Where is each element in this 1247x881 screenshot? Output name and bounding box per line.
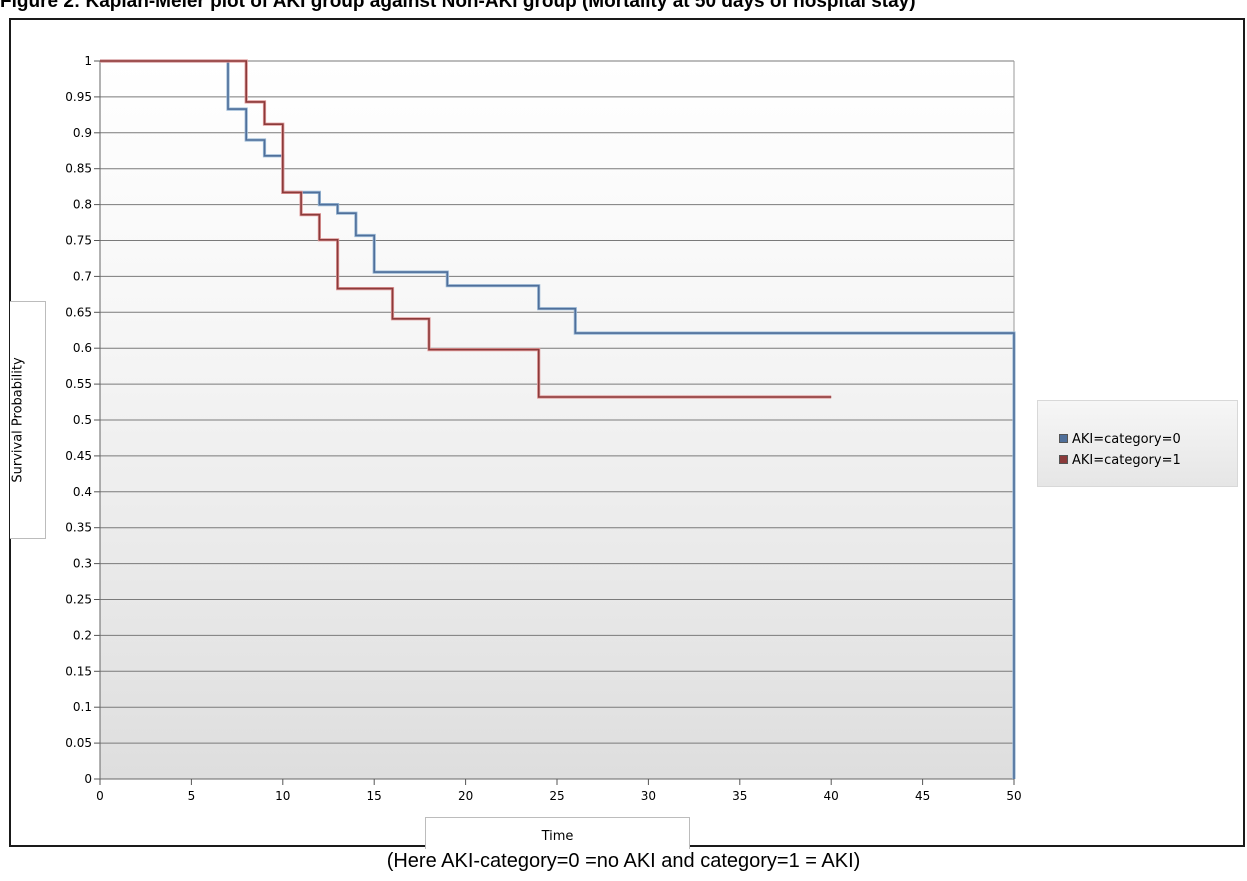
y-tick-label-15: 0.75 <box>65 234 92 248</box>
y-tick-label-18: 0.9 <box>73 126 92 140</box>
axes: 0 0.05 0.1 0.15 0.2 0.25 0.3 0.35 0.4 0.45 0.5 0.55… <box>65 54 1021 803</box>
x-tick-label-5: 25 <box>549 789 564 803</box>
x-axis-label: Time <box>541 829 574 844</box>
legend-label-series-1: AKI=category=1 <box>1072 453 1181 468</box>
y-tick-label-19: 0.95 <box>65 90 92 104</box>
y-tick-label-1: 0.05 <box>65 736 92 750</box>
y-tick-label-5: 0.25 <box>65 593 92 607</box>
legend-swatch-series-1 <box>1059 455 1068 464</box>
y-tick-label-16: 0.8 <box>73 198 92 212</box>
x-tick-label-9: 45 <box>915 789 930 803</box>
x-tick-label-0: 0 <box>96 789 104 803</box>
x-axis-label-box: Time <box>425 817 690 849</box>
x-tick-label-1: 5 <box>188 789 196 803</box>
series-line-0 <box>100 60 1015 779</box>
x-tick-label-10: 50 <box>1006 789 1021 803</box>
x-tick-label-3: 15 <box>367 789 382 803</box>
y-tick-label-20: 1 <box>84 54 92 68</box>
legend: AKI=category=0 AKI=category=1 <box>1037 400 1238 487</box>
y-tick-label-10: 0.5 <box>73 413 92 427</box>
figure-title: Figure 2: Kaplan-Meier plot of AKI group… <box>0 0 916 12</box>
y-tick-label-9: 0.45 <box>65 449 92 463</box>
y-tick-label-11: 0.55 <box>65 377 92 391</box>
y-tick-label-6: 0.3 <box>73 557 92 571</box>
x-tick-label-2: 10 <box>275 789 290 803</box>
legend-swatch-series-0 <box>1059 434 1068 443</box>
y-tick-label-17: 0.85 <box>65 162 92 176</box>
y-tick-label-3: 0.15 <box>65 664 92 678</box>
x-tick-label-8: 40 <box>824 789 839 803</box>
series-line-1 <box>100 60 832 398</box>
y-tick-label-12: 0.6 <box>73 341 92 355</box>
y-tick-label-2: 0.1 <box>73 700 92 714</box>
series-lines <box>100 59 1016 779</box>
grid-lines <box>100 60 1015 780</box>
y-axis-label-box <box>10 301 46 539</box>
figure-caption: (Here AKI-category=0 =no AKI and categor… <box>386 850 861 872</box>
y-tick-label-0: 0 <box>84 772 92 786</box>
y-tick-label-13: 0.65 <box>65 305 92 319</box>
x-tick-label-4: 20 <box>458 789 473 803</box>
y-axis-label: Survival Probability <box>10 357 26 483</box>
x-tick-label-7: 35 <box>732 789 747 803</box>
legend-label-series-0: AKI=category=0 <box>1072 432 1181 447</box>
legend-entry-series-1: AKI=category=1 <box>1059 453 1181 471</box>
y-tick-label-4: 0.2 <box>73 628 92 642</box>
y-tick-label-14: 0.7 <box>73 269 92 283</box>
x-tick-label-6: 30 <box>641 789 656 803</box>
legend-entry-series-0: AKI=category=0 <box>1059 432 1181 450</box>
y-tick-label-7: 0.35 <box>65 521 92 535</box>
y-tick-label-8: 0.4 <box>73 485 92 499</box>
